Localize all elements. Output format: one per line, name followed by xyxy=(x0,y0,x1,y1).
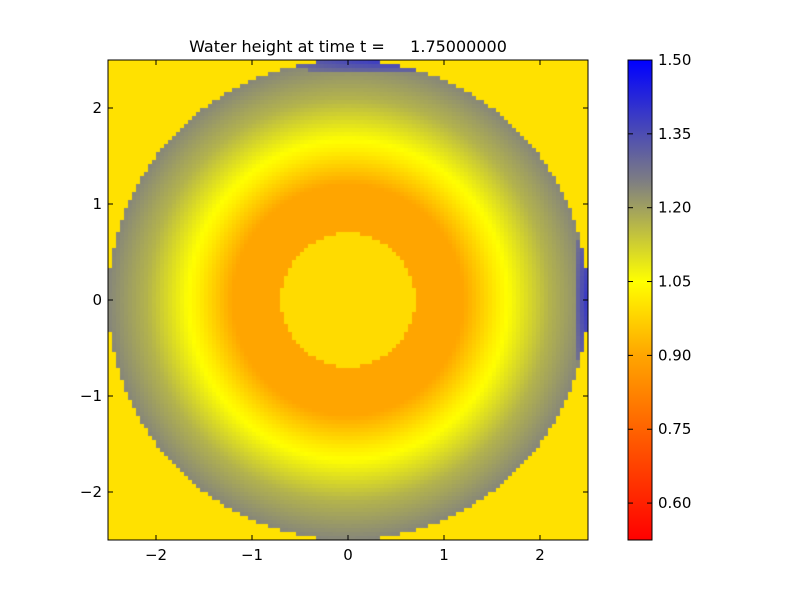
colorbar-tick-label: 0.90 xyxy=(658,346,691,364)
y-tick-label: 1 xyxy=(92,195,102,213)
colorbar-tick-label: 1.05 xyxy=(658,273,691,291)
y-tick-label: −1 xyxy=(80,387,102,405)
x-axis: −2 −1 0 1 2 xyxy=(145,60,545,564)
colorbar: 0.60 0.75 0.90 1.05 1.20 1.35 1.50 xyxy=(627,51,691,541)
colorbar-tick-label: 0.75 xyxy=(658,420,691,438)
colorbar-ticks: 0.60 0.75 0.90 1.05 1.20 1.35 1.50 xyxy=(628,51,691,512)
colorbar-tick-label: 1.35 xyxy=(658,125,691,143)
y-tick-label: −2 xyxy=(80,483,102,501)
heatmap-image xyxy=(108,60,588,540)
chart-title: Water height at time t = 1.75000000 xyxy=(189,37,507,56)
x-tick-label: 1 xyxy=(439,546,449,564)
colorbar-tick-label: 1.50 xyxy=(658,51,691,69)
colorbar-tick-label: 1.20 xyxy=(658,199,691,217)
x-tick-label: 0 xyxy=(343,546,353,564)
x-tick-label: −2 xyxy=(145,546,167,564)
y-axis: −2 −1 0 1 2 xyxy=(80,99,588,501)
x-tick-label: 2 xyxy=(535,546,545,564)
colorbar-gradient xyxy=(628,60,652,540)
y-tick-label: 0 xyxy=(92,291,102,309)
colorbar-frame xyxy=(627,59,653,541)
x-tick-label: −1 xyxy=(241,546,263,564)
colorbar-tick-label: 0.60 xyxy=(658,494,691,512)
heatmap-plot-area xyxy=(107,59,589,541)
y-tick-label: 2 xyxy=(92,99,102,117)
